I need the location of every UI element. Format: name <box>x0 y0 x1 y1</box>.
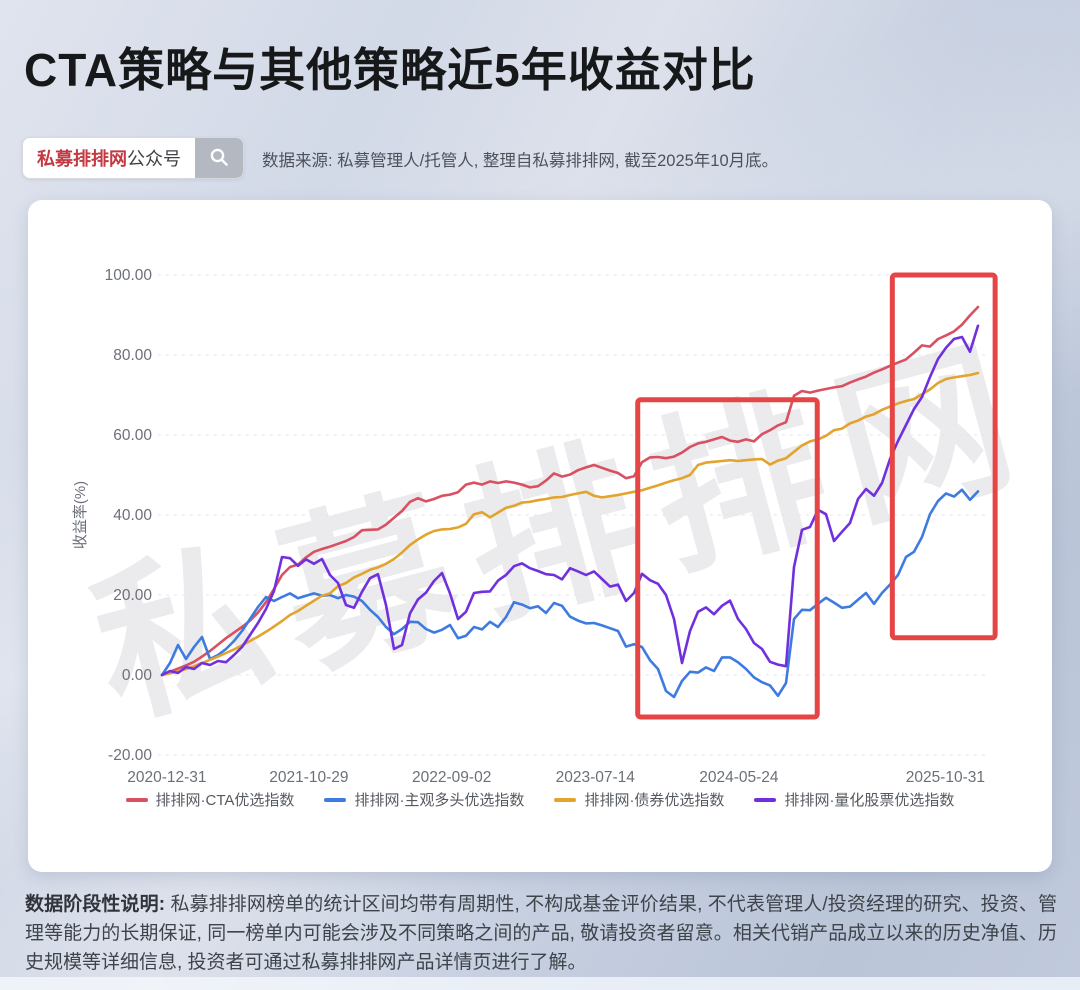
legend-label: 排排网·债券优选指数 <box>584 792 725 809</box>
bottom-strip <box>0 977 1080 990</box>
search-button[interactable] <box>195 138 243 178</box>
search-pill-text: 私募排排网 公众号 <box>23 138 195 178</box>
y-tick-label: 40.00 <box>113 507 152 524</box>
highlight-2024-drawdown <box>635 397 820 720</box>
x-tick-label: 2021-10-29 <box>269 769 348 786</box>
page-title: CTA策略与其他策略近5年收益对比 <box>24 44 756 96</box>
series-line-3 <box>160 324 980 677</box>
disclaimer-body: 私募排排网榜单的统计区间均带有周期性, 不构成基金评价结果, 不代表管理人/投资… <box>25 894 1057 973</box>
y-axis-title: 收益率(%) <box>72 481 89 549</box>
returns-line-chart: 私募排排网 100.00 80.00 60.00 40.00 20.00 0.00 -20.0… <box>72 267 1052 786</box>
x-tick-label: 2023-07-14 <box>556 769 636 786</box>
data-source-note: 数据来源: 私募管理人/托管人, 整理自私募排排网, 截至2025年10月底。 <box>262 152 779 170</box>
search-pill[interactable]: 私募排排网 公众号 <box>22 137 244 179</box>
watermark-text: 私募排排网 <box>75 316 1051 748</box>
search-icon <box>208 146 230 171</box>
brand-suffix: 公众号 <box>127 149 181 169</box>
y-tick-label: 0.00 <box>122 667 153 684</box>
legend-dash-icon <box>324 797 347 802</box>
x-tick-label: 2024-05-24 <box>699 769 779 786</box>
y-tick-label: 100.00 <box>105 267 153 284</box>
y-tick-label: 80.00 <box>113 347 152 364</box>
legend-item-0[interactable]: 排排网·CTA优选指数 <box>125 789 295 810</box>
legend-dash-icon <box>754 797 777 802</box>
y-tick-label: -20.00 <box>108 747 152 764</box>
search-row: 私募排排网 公众号 <box>22 137 244 179</box>
y-tick-label: 20.00 <box>113 587 152 604</box>
legend-label: 排排网·主观多头优选指数 <box>354 792 525 809</box>
x-tick-label: 2020-12-31 <box>127 769 206 786</box>
legend-item-1[interactable]: 排排网·主观多头优选指数 <box>324 789 524 810</box>
legend-item-2[interactable]: 排排网·债券优选指数 <box>554 789 724 810</box>
legend-dash-icon <box>125 797 148 802</box>
chart-legend: 排排网·CTA优选指数 排排网·主观多头优选指数 排排网·债券优选指数 排排网·量化股… <box>28 789 1052 810</box>
brand-name: 私募排排网 <box>37 149 127 169</box>
chart-card: 私募排排网 100.00 80.00 60.00 40.00 20.00 0.00 -20.0… <box>28 200 1052 872</box>
legend-dash-icon <box>554 797 577 802</box>
highlight-2025-rally <box>889 272 998 641</box>
disclaimer-text: 数据阶段性说明: 私募排排网榜单的统计区间均带有周期性, 不构成基金评价结果, … <box>25 891 1057 978</box>
legend-item-3[interactable]: 排排网·量化股票优选指数 <box>754 789 954 810</box>
legend-label: 排排网·量化股票优选指数 <box>784 792 955 809</box>
x-tick-label: 2025-10-31 <box>906 769 985 786</box>
disclaimer-label: 数据阶段性说明: <box>25 894 166 915</box>
x-tick-label: 2022-09-02 <box>412 769 491 786</box>
y-tick-label: 60.00 <box>113 427 152 444</box>
series-line-1 <box>160 488 980 699</box>
series-line-2 <box>160 371 980 677</box>
legend-label: 排排网·CTA优选指数 <box>155 792 295 809</box>
